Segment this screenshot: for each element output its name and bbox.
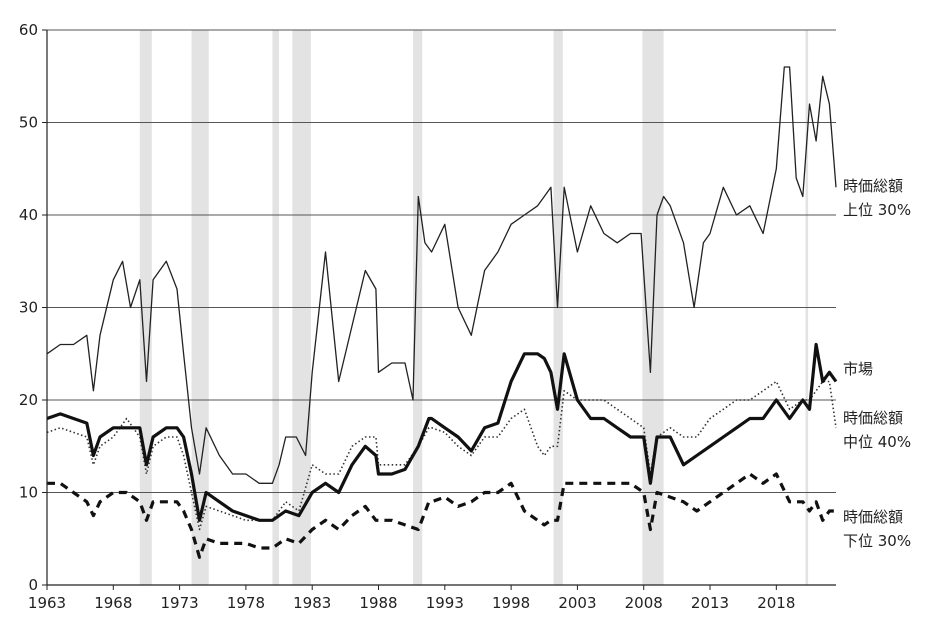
y-tick-label-40: 40 (19, 206, 38, 224)
x-tick-label-1988: 1988 (359, 594, 397, 612)
x-tick-label-2003: 2003 (558, 594, 596, 612)
series-label-mid40-line1: 時価総額 (843, 409, 903, 427)
x-tick-label-1968: 1968 (94, 594, 132, 612)
x-tick-label-1998: 1998 (492, 594, 530, 612)
axes (42, 29, 836, 590)
series-label-top30-line2: 上位 30% (843, 201, 911, 219)
y-tick-label-10: 10 (19, 484, 38, 502)
x-tick-label-2013: 2013 (691, 594, 729, 612)
series-line-bottom30 (47, 472, 836, 559)
x-tick-label-1963: 1963 (28, 594, 66, 612)
x-tick-label-1983: 1983 (293, 594, 331, 612)
series-line-market (46, 342, 838, 522)
series-line-mid40 (46, 380, 837, 531)
y-tick-labels: 0 10 20 30 40 50 60 (19, 21, 38, 594)
x-tick-label-2008: 2008 (625, 594, 663, 612)
y-tick-label-50: 50 (19, 114, 38, 132)
y-tick-label-0: 0 (28, 576, 38, 594)
series-line-top30 (46, 66, 837, 484)
series-label-mid40-line2: 中位 40% (843, 433, 911, 451)
series-label-bottom30-line2: 下位 30% (843, 532, 911, 550)
series-lines (46, 66, 838, 559)
y-tick-label-20: 20 (19, 391, 38, 409)
y-tick-label-60: 60 (19, 21, 38, 39)
series-label-bottom30-line1: 時価総額 (843, 508, 903, 526)
x-tick-labels: 1963 1968 1973 1978 1983 1988 1993 1998 2003 2008… (28, 594, 796, 612)
x-tick-label-2018: 2018 (757, 594, 795, 612)
y-tick-label-30: 30 (19, 299, 38, 317)
x-tick-label-1978: 1978 (227, 594, 265, 612)
gridlines (47, 29, 836, 493)
series-label-market: 市場 (843, 360, 873, 378)
x-tick-label-1973: 1973 (161, 594, 199, 612)
x-tick-label-1993: 1993 (426, 594, 464, 612)
series-label-top30-line1: 時価総額 (843, 177, 903, 195)
